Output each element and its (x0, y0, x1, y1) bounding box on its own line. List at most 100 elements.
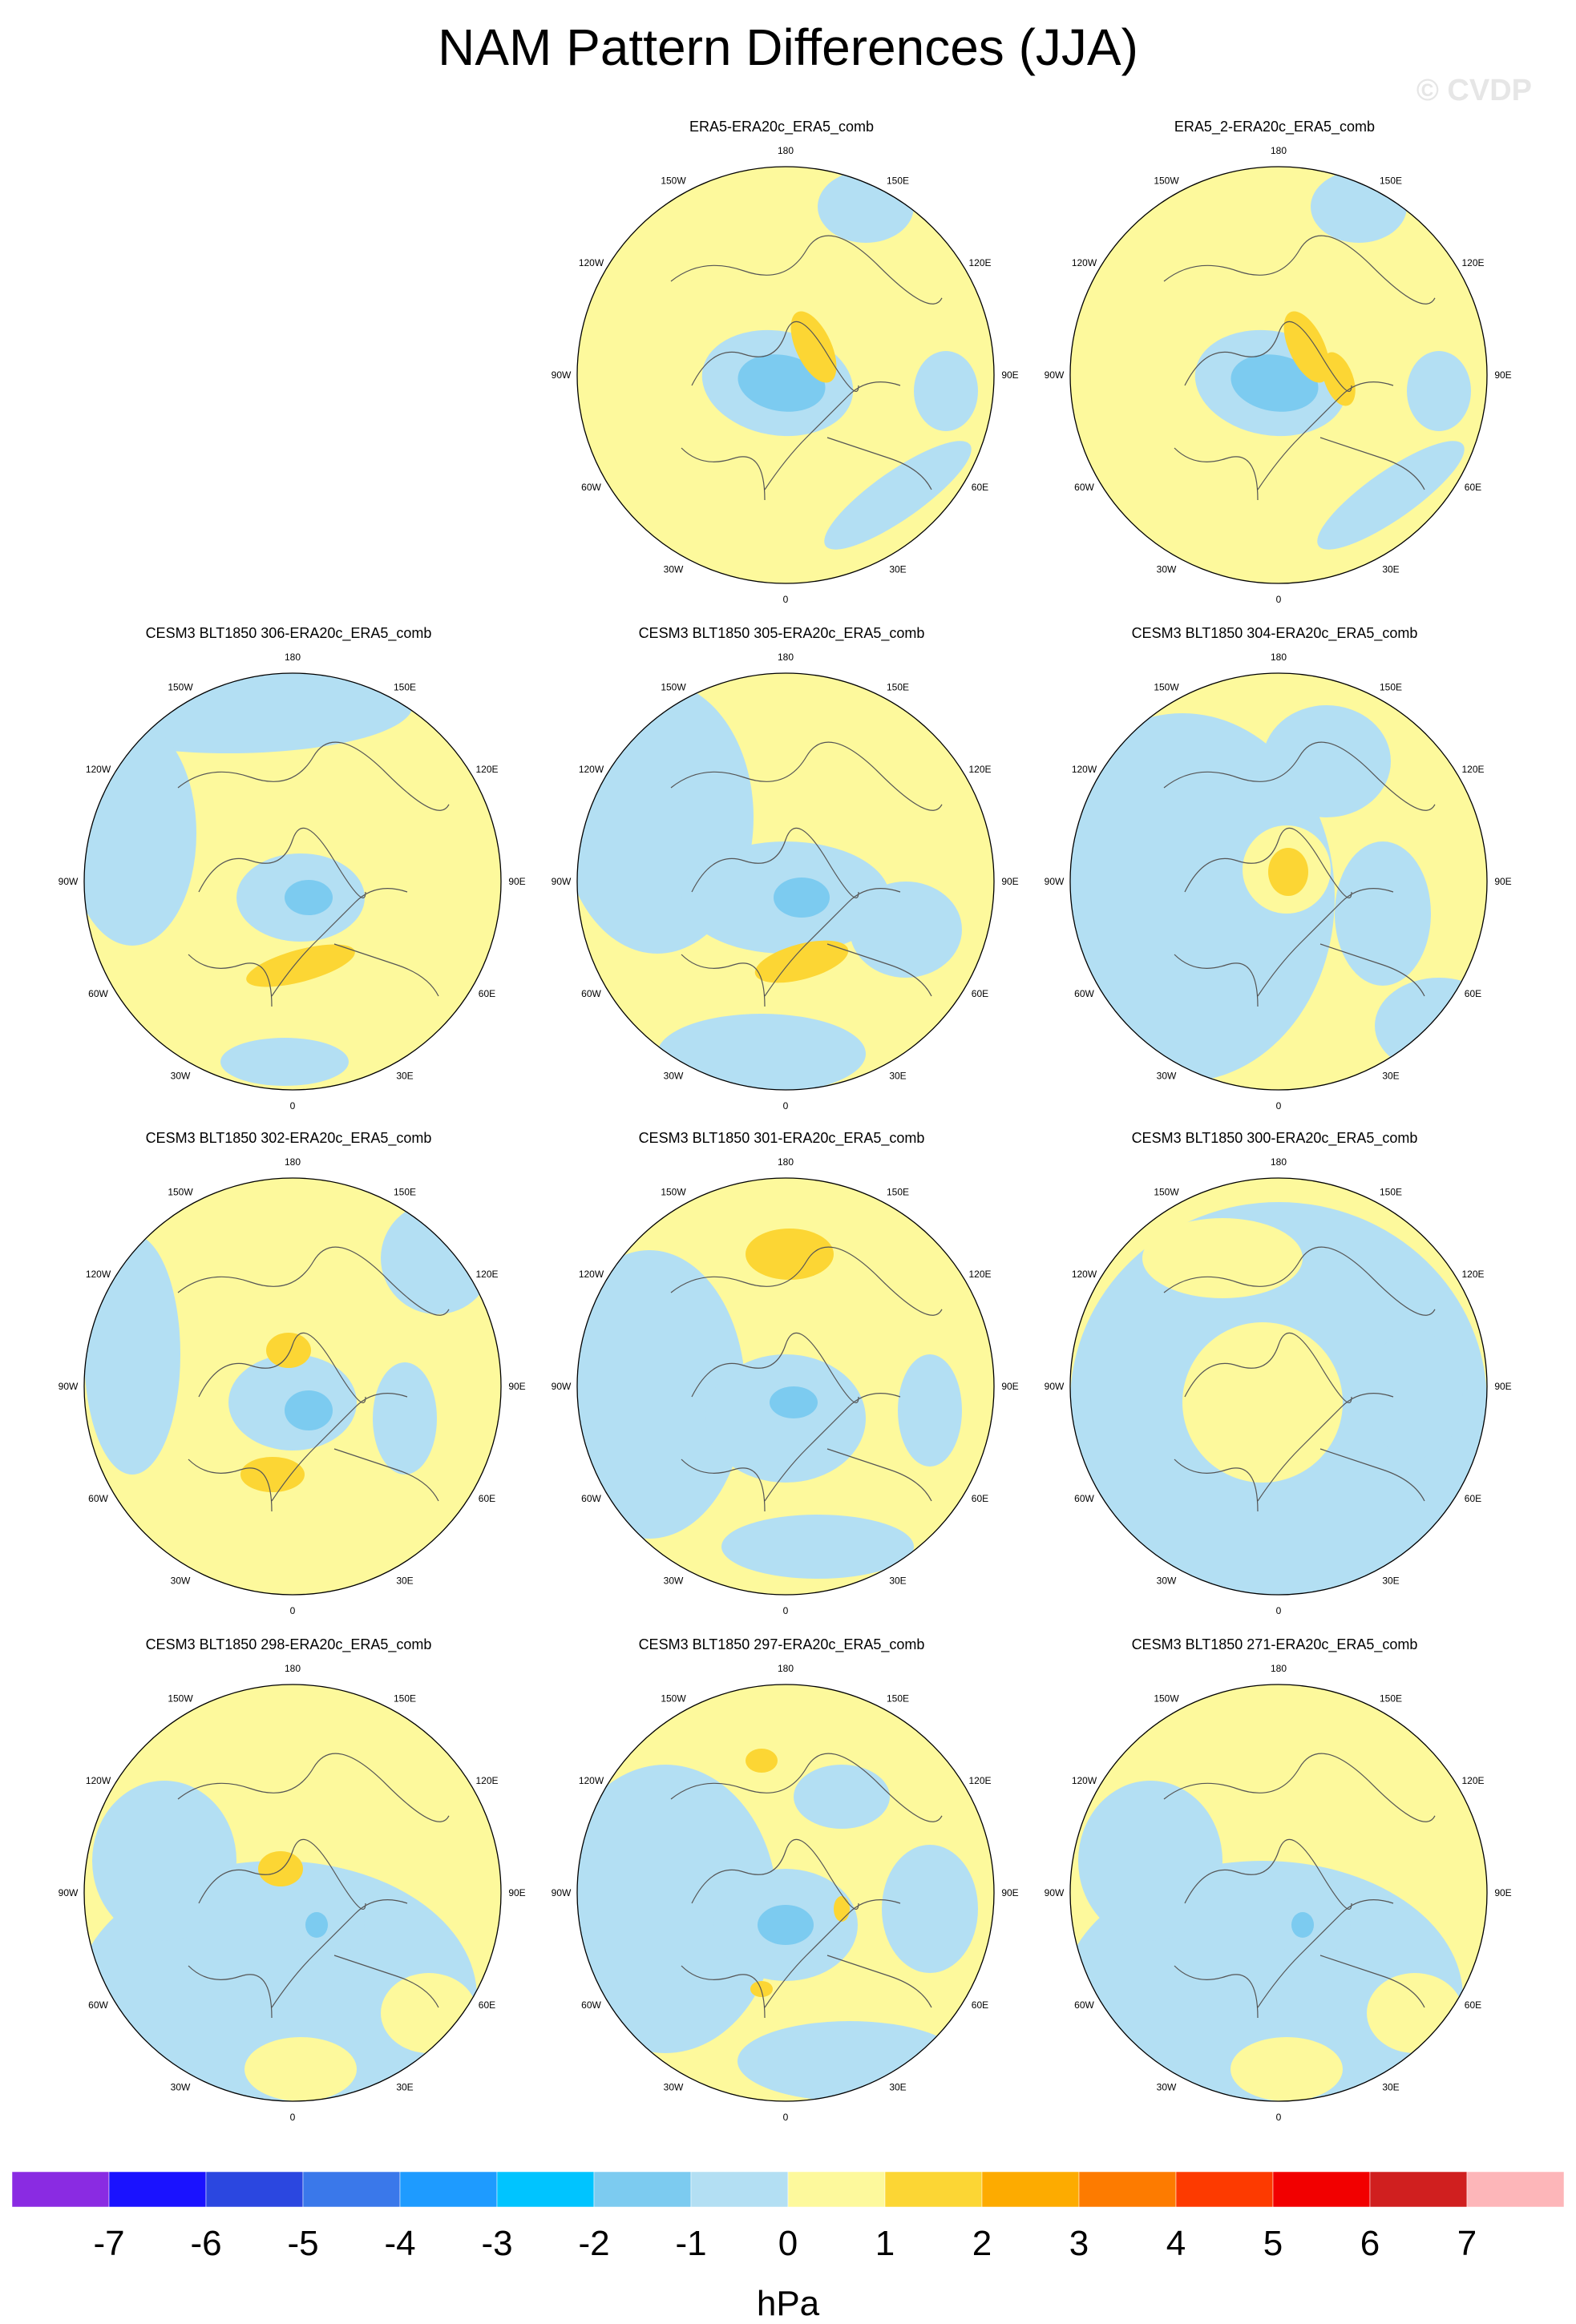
longitude-label: 150E (1380, 682, 1402, 693)
longitude-label: 60W (88, 988, 108, 999)
longitude-label: 30W (1157, 1575, 1177, 1586)
longitude-label: 90W (1045, 876, 1065, 887)
longitude-label: 30E (889, 1575, 906, 1586)
longitude-label: 90E (1001, 1381, 1018, 1392)
colorbar-swatch (981, 2172, 1080, 2208)
longitude-label: 90E (508, 1381, 525, 1392)
colorbar-swatch (884, 2172, 983, 2208)
longitude-label: 30E (396, 1575, 413, 1586)
longitude-label: 0 (1276, 1605, 1282, 1616)
colorbar-swatch (1466, 2172, 1564, 2208)
colorbar-tick-label: -2 (578, 2224, 609, 2263)
colorbar-tick-label: 6 (1360, 2224, 1380, 2263)
panel-title: CESM3 BLT1850 298-ERA20c_ERA5_comb (145, 1636, 432, 1652)
longitude-label: 120E (968, 257, 991, 268)
longitude-label: 60W (88, 1493, 108, 1504)
longitude-label: 0 (1276, 2112, 1282, 2123)
longitude-label: 180 (778, 1156, 794, 1168)
longitude-label: 90W (59, 1887, 79, 1898)
longitude-label: 180 (1271, 145, 1287, 156)
colorbar-swatch (399, 2172, 498, 2208)
map-panel: CESM3 BLT1850 301-ERA20c_ERA5_comb 180 150… (541, 1130, 1022, 1627)
colorbar-tick-label: -1 (675, 2224, 706, 2263)
colorbar-tick-label: 0 (778, 2224, 798, 2263)
longitude-label: 0 (783, 1605, 789, 1616)
longitude-label: 120E (475, 1775, 498, 1786)
longitude-label: 90W (552, 1381, 572, 1392)
longitude-label: 60W (88, 1999, 108, 2011)
polar-map: 180 150E 120E 90E 60E 30E 0 30W 60W 90W 120W 150W (552, 1663, 1019, 2123)
longitude-label: 30E (1382, 563, 1399, 575)
longitude-label: 150W (1154, 1187, 1179, 1198)
longitude-label: 30W (1157, 1070, 1177, 1081)
longitude-label: 180 (1271, 652, 1287, 663)
longitude-label: 90E (1001, 369, 1018, 381)
polar-map: 180 150E 120E 90E 60E 30E 0 30W 60W 90W 120W 150W (1045, 652, 1512, 1112)
colorbar-tick-label: 4 (1166, 2224, 1186, 2263)
longitude-label: 30W (171, 1575, 191, 1586)
longitude-label: 120E (968, 764, 991, 775)
longitude-label: 30E (889, 563, 906, 575)
longitude-label: 90W (552, 369, 572, 381)
longitude-label: 90W (1045, 369, 1065, 381)
longitude-label: 150E (1380, 1693, 1402, 1705)
longitude-label: 120E (475, 1269, 498, 1280)
longitude-label: 60W (1074, 482, 1094, 493)
longitude-label: 150W (168, 1693, 193, 1705)
page-title: NAM Pattern Differences (JJA) (438, 18, 1138, 76)
panel-title: CESM3 BLT1850 304-ERA20c_ERA5_comb (1131, 625, 1418, 641)
longitude-label: 120W (86, 764, 111, 775)
longitude-label: 60E (1465, 482, 1481, 493)
colorbar-unit: hPa (756, 2284, 820, 2323)
longitude-label: 60W (581, 1999, 601, 2011)
map-panel: CESM3 BLT1850 298-ERA20c_ERA5_comb 180 150… (48, 1636, 529, 2133)
longitude-label: 120E (968, 1269, 991, 1280)
longitude-label: 90E (1001, 876, 1018, 887)
longitude-label: 0 (783, 2112, 789, 2123)
longitude-label: 60E (1465, 1493, 1481, 1504)
longitude-label: 120W (579, 257, 604, 268)
longitude-label: 120E (475, 764, 498, 775)
panel-title: ERA5_2-ERA20c_ERA5_comb (1174, 119, 1376, 135)
map-panel: CESM3 BLT1850 300-ERA20c_ERA5_comb 180 150… (1034, 1130, 1515, 1627)
longitude-label: 60W (1074, 1999, 1094, 2011)
longitude-label: 90E (1001, 1887, 1018, 1898)
panel-title: CESM3 BLT1850 271-ERA20c_ERA5_comb (1131, 1636, 1418, 1652)
panel-title: CESM3 BLT1850 305-ERA20c_ERA5_comb (638, 625, 925, 641)
longitude-label: 150W (1154, 176, 1179, 187)
colorbar-swatch (12, 2172, 110, 2208)
longitude-label: 60E (479, 1999, 495, 2011)
longitude-label: 30W (664, 2081, 684, 2092)
polar-map: 180 150E 120E 90E 60E 30E 0 30W 60W 90W 120W 150W (552, 1156, 1019, 1616)
longitude-label: 90W (59, 1381, 79, 1392)
longitude-label: 150W (661, 682, 686, 693)
longitude-label: 30W (1157, 563, 1177, 575)
longitude-label: 0 (1276, 594, 1282, 605)
longitude-label: 90E (508, 876, 525, 887)
longitude-label: 150W (1154, 1693, 1179, 1705)
longitude-label: 120W (1072, 764, 1097, 775)
longitude-label: 60E (479, 988, 495, 999)
longitude-label: 60W (581, 1493, 601, 1504)
map-panel: CESM3 BLT1850 305-ERA20c_ERA5_comb 180 150… (541, 625, 1022, 1122)
longitude-label: 120W (1072, 1269, 1097, 1280)
colorbar-tick-label: -3 (481, 2224, 512, 2263)
longitude-label: 30E (1382, 1070, 1399, 1081)
map-panel: CESM3 BLT1850 271-ERA20c_ERA5_comb 180 150… (1034, 1636, 1515, 2133)
polar-map: 180 150E 120E 90E 60E 30E 0 30W 60W 90W 120W 150W (59, 1663, 526, 2123)
longitude-label: 30W (664, 1070, 684, 1081)
longitude-label: 30W (171, 1070, 191, 1081)
panel-title: CESM3 BLT1850 300-ERA20c_ERA5_comb (1131, 1130, 1418, 1146)
watermark: © CVDP (1416, 74, 1532, 107)
longitude-label: 60W (1074, 1493, 1094, 1504)
polar-map: 180 150E 120E 90E 60E 30E 0 30W 60W 90W 120W 150W (59, 1156, 526, 1616)
longitude-label: 90W (552, 1887, 572, 1898)
longitude-label: 90W (1045, 1887, 1065, 1898)
longitude-label: 0 (783, 1100, 789, 1112)
longitude-label: 120E (1461, 257, 1484, 268)
colorbar-tick-label: -4 (384, 2224, 415, 2263)
longitude-label: 150E (1380, 1187, 1402, 1198)
panel-title: CESM3 BLT1850 297-ERA20c_ERA5_comb (638, 1636, 925, 1652)
map-panel: CESM3 BLT1850 302-ERA20c_ERA5_comb 180 150… (48, 1130, 529, 1627)
longitude-label: 120E (968, 1775, 991, 1786)
